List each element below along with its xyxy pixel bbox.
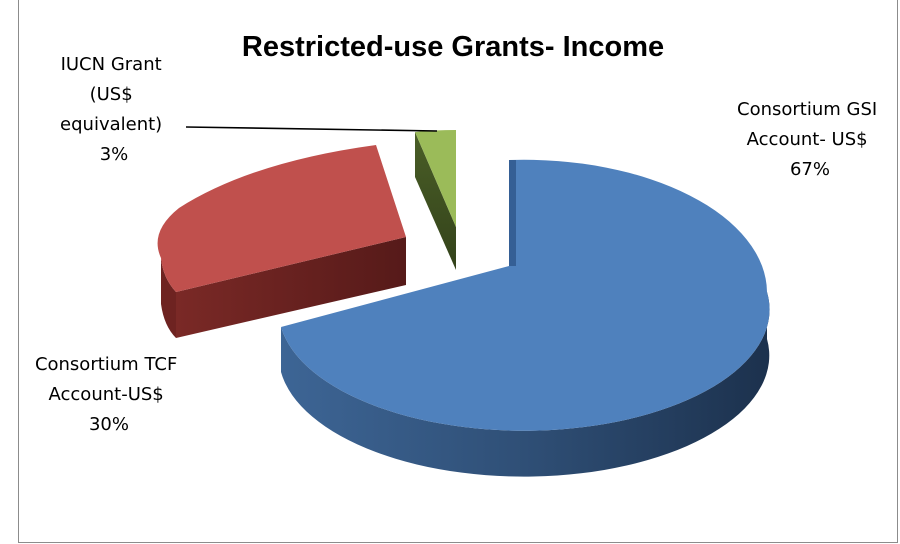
slice-consortium-tcf <box>157 145 406 338</box>
slice-gsi-top <box>281 159 770 431</box>
label-tcf-percent: 30% <box>89 414 129 435</box>
slice-gsi-side <box>281 292 770 477</box>
slice-tcf-side <box>161 258 176 338</box>
slice-iucn-grant <box>415 130 456 270</box>
slice-iucn-side <box>415 132 456 270</box>
label-iucn-percent: 3% <box>100 144 129 165</box>
label-iucn-line2: (US$ <box>90 84 133 105</box>
slice-tcf-front <box>176 237 406 338</box>
pie-chart: Restricted-use Grants- Income IUCN Grant… <box>35 31 883 477</box>
label-tcf-line2: Account-US$ <box>49 384 164 405</box>
slice-consortium-gsi <box>281 159 770 477</box>
slice-tcf-top <box>157 145 406 292</box>
label-gsi-line2: Account- US$ <box>747 129 868 150</box>
label-gsi-line1: Consortium GSI <box>737 99 877 120</box>
label-consortium-tcf: Consortium TCF Account-US$ 30% <box>35 354 183 435</box>
label-gsi-percent: 67% <box>790 159 830 180</box>
chart-frame: Restricted-use Grants- Income IUCN Grant… <box>18 0 898 543</box>
slice-gsi-inner-edge <box>509 160 516 266</box>
label-iucn-grant: IUCN Grant (US$ equivalent) 3% <box>60 54 168 165</box>
leader-line-iucn <box>185 126 438 132</box>
label-iucn-line3: equivalent) <box>60 114 162 135</box>
label-consortium-gsi: Consortium GSI Account- US$ 67% <box>737 99 883 180</box>
slice-iucn-top <box>415 130 456 227</box>
label-tcf-line1: Consortium TCF <box>35 354 177 375</box>
label-iucn-line1: IUCN Grant <box>61 54 162 75</box>
chart-title: Restricted-use Grants- Income <box>242 31 664 63</box>
